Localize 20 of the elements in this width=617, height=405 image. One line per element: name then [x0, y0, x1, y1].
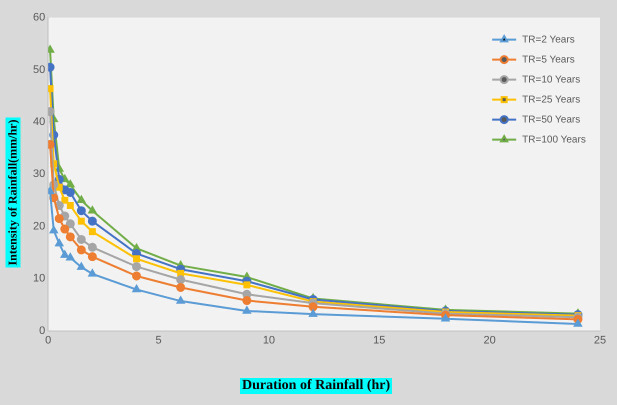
- x-axis-title: Duration of Rainfall (hr): [240, 378, 392, 394]
- legend-label: TR=2 Years: [522, 34, 575, 46]
- y-tick-label: 0: [39, 324, 46, 337]
- y-axis-title: Intensity of Rainfall(mm/hr): [6, 118, 20, 268]
- y-tick-label: 60: [32, 12, 46, 24]
- y-tick-label: 10: [32, 272, 46, 285]
- y-tick-label: 40: [32, 116, 46, 128]
- x-tick-label: 20: [484, 334, 496, 346]
- x-tick-label: 25: [594, 334, 606, 346]
- y-tick-label: 20: [32, 220, 46, 232]
- y-tick-label: 30: [32, 168, 46, 180]
- legend-label: TR=50 Years: [522, 114, 580, 126]
- legend-label: TR=100 Years: [522, 134, 586, 146]
- x-tick-label: 10: [262, 334, 276, 346]
- legend-label: TR=5 Years: [522, 54, 575, 66]
- x-tick-label: 5: [156, 334, 162, 346]
- y-tick-label: 50: [32, 64, 46, 76]
- legend-label: TR=25 Years: [522, 94, 580, 106]
- x-tick-label: 15: [373, 334, 386, 346]
- legend-label: TR=10 Years: [522, 74, 580, 86]
